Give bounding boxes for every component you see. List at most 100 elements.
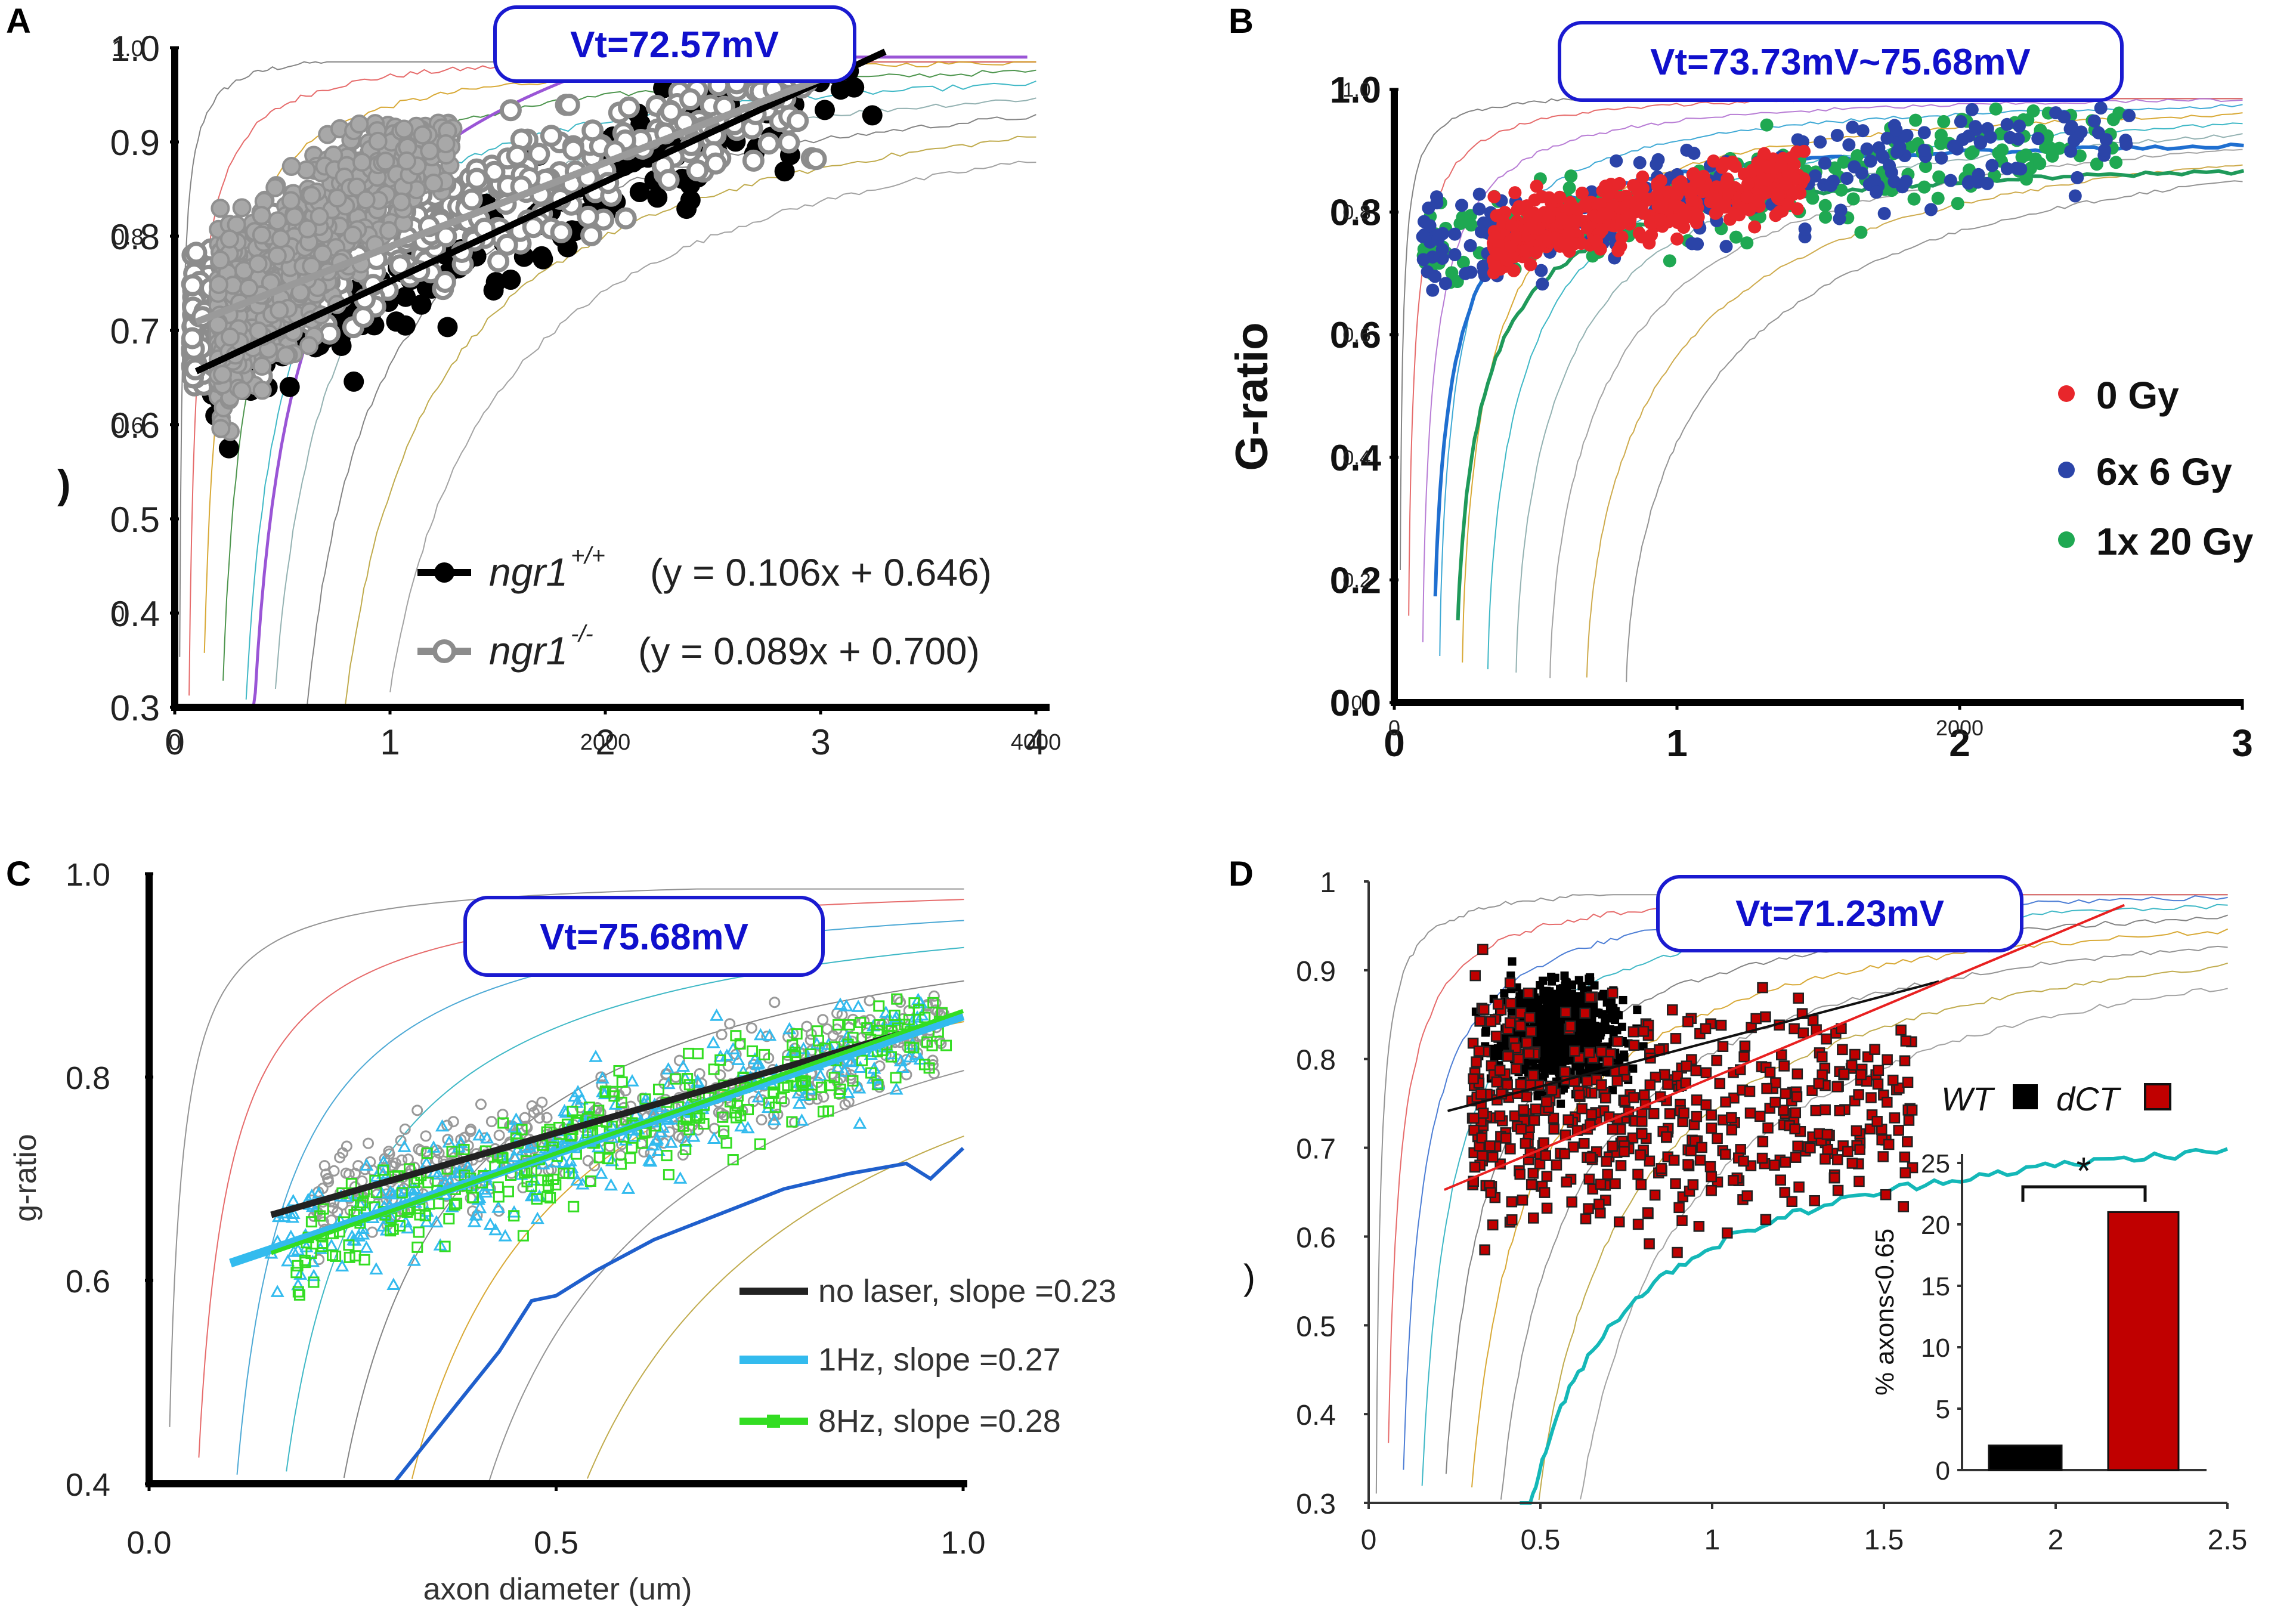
- panel-a-point-ngr1-minus-dense: [211, 419, 231, 438]
- panel-b-point-6x6gy: [1840, 172, 1854, 185]
- panel-b-point-1x20gy: [2033, 157, 2047, 171]
- panel-d-point-dct: [1681, 1060, 1692, 1072]
- panel-b-point-6x6gy: [1431, 233, 1445, 246]
- panel-b-point-1x20gy: [1907, 192, 1921, 206]
- panel-d-point-dct: [1469, 970, 1481, 982]
- panel-a-point-ngr1-plus: [218, 438, 239, 459]
- panel-d-point-dct: [1779, 1187, 1790, 1198]
- panel-a-point-ngr1-minus-dense: [211, 250, 230, 270]
- panel-b-point-0gy: [1535, 190, 1549, 203]
- panel-d-point-wt: [1588, 1026, 1597, 1035]
- panel-d-point-dct: [1662, 1079, 1673, 1090]
- panel-d-point-wt: [1598, 1010, 1607, 1019]
- panel-a-point-ngr1-minus: [496, 233, 518, 256]
- legend-ngr1-plus-name: ngr1: [489, 550, 568, 594]
- panel-b-point-1x20gy: [1562, 181, 1576, 195]
- panel-b-point-6x6gy: [1883, 159, 1896, 172]
- panel-b-point-0gy: [1641, 192, 1655, 206]
- panel-c-point-1hz: [621, 1181, 636, 1194]
- panel-d-point-dct: [1700, 1067, 1712, 1078]
- panel-d-point-wt: [1567, 980, 1576, 989]
- panel-d-guide-curve: [1375, 894, 2228, 1494]
- panel-d-point-dct: [1704, 1161, 1716, 1172]
- panel-d-point-dct: [1658, 1069, 1670, 1081]
- inset-ytick-label: 15: [1921, 1272, 1950, 1301]
- panel-d-point-dct: [1506, 1214, 1518, 1226]
- panel-d-point-dct: [1504, 977, 1516, 989]
- legend-marker-6x6gy: [2058, 462, 2075, 478]
- panel-b-point-0gy: [1654, 213, 1667, 227]
- panel-d-point-dct: [1596, 1079, 1607, 1091]
- panel-d-point-wt: [1615, 1053, 1624, 1062]
- panel-d-xtick-label: 2.5: [2208, 1524, 2248, 1556]
- panel-b-point-6x6gy: [1798, 222, 1812, 236]
- panel-d-point-dct: [1546, 1084, 1558, 1096]
- panel-c-xtick-label: 1.0: [940, 1525, 985, 1561]
- panel-c-point-8hz: [502, 1186, 514, 1198]
- panel-b-point-1x20gy: [2026, 104, 2040, 117]
- panel-d-point-dct: [1726, 1112, 1737, 1124]
- panel-b-point-6x6gy: [1426, 250, 1440, 264]
- panel-a-point-ngr1-minus: [506, 144, 528, 167]
- panel-b-guide-curve: [1626, 180, 2243, 682]
- panel-b-point-0gy: [1632, 227, 1646, 240]
- panel-b-point-0gy: [1797, 144, 1811, 158]
- panel-a-point-ngr1-minus: [580, 224, 603, 247]
- panel-b-point-6x6gy: [1827, 174, 1840, 188]
- panel-d-point-dct: [1722, 1227, 1733, 1239]
- panel-a-point-ngr1-minus-dense: [327, 188, 347, 208]
- panel-d-ytick-label: 0.6: [1296, 1222, 1336, 1254]
- panel-b-point-6x6gy: [1687, 147, 1701, 160]
- panel-d-point-dct: [1670, 1178, 1681, 1190]
- inset-ytick-label: 25: [1921, 1149, 1950, 1178]
- legend-marker-8hz: [767, 1415, 780, 1428]
- panel-b-point-0gy: [1779, 177, 1793, 190]
- panel-d-point-dct: [1788, 1023, 1800, 1035]
- panel-d-point-dct: [1487, 1219, 1499, 1231]
- panel-d-point-dct: [1528, 1212, 1539, 1224]
- panel-d-point-dct: [1797, 1027, 1809, 1039]
- panel-a: A 0.30.40.50.60.70.80.91.00 1 2 3 40 2000 4000…: [6, 2, 1061, 762]
- panel-b-secondary-ytick: 0.4: [1342, 447, 1370, 469]
- panel-d-point-dct: [1548, 1124, 1559, 1135]
- panel-b-point-6x6gy: [1974, 136, 1988, 150]
- panel-c-point-8hz: [652, 1084, 664, 1096]
- legend-wt-label: WT: [1941, 1080, 1995, 1118]
- legend-dct-label: dCT: [2056, 1080, 2122, 1118]
- panel-a-xtick-label: 3: [810, 722, 830, 762]
- panel-d-point-dct: [1678, 1107, 1689, 1119]
- panel-b-secondary-ytick: 0: [1351, 692, 1363, 714]
- panel-d-ytick-label: 1: [1320, 867, 1336, 899]
- panel-d-point-dct: [1805, 1142, 1816, 1154]
- panel-a-point-ngr1-minus: [577, 205, 599, 228]
- panel-d-point-dct: [1820, 1104, 1831, 1116]
- panel-b-point-6x6gy: [1472, 202, 1486, 216]
- panel-d-point-dct: [1820, 1153, 1831, 1165]
- panel-d-point-dct: [1668, 1155, 1680, 1166]
- panel-b-point-1x20gy: [2106, 113, 2120, 126]
- panel-c-point-1hz: [359, 1240, 374, 1253]
- panel-a-point-ngr1-minus: [657, 169, 680, 191]
- panel-d-letter: D: [1229, 855, 1254, 893]
- panel-c: C 0.40.60.81.00.0 0.5 1.0 g-ratio axon dia…: [6, 855, 1116, 1607]
- panel-d-point-dct: [1628, 1039, 1640, 1051]
- panel-d-point-dct: [1756, 1152, 1768, 1164]
- panel-d-xtick-label: 1: [1704, 1524, 1721, 1556]
- panel-c-point-8hz: [683, 1047, 695, 1059]
- panel-a-guide-curve: [389, 160, 1036, 692]
- panel-b-point-6x6gy: [1985, 159, 1999, 172]
- panel-d-point-dct: [1714, 1078, 1726, 1090]
- panel-a-point-ngr1-plus: [279, 376, 300, 397]
- panel-b-secondary-ytick: 0.8: [1342, 202, 1370, 224]
- panel-b-point-0gy: [1505, 219, 1519, 233]
- panel-d-point-dct: [1468, 1112, 1480, 1124]
- panel-d-point-dct: [1670, 1033, 1682, 1044]
- panel-d-point-dct: [1842, 1146, 1853, 1158]
- panel-c-vt-label: Vt=75.68mV: [540, 917, 748, 958]
- panel-d-point-dct: [1511, 1063, 1522, 1075]
- panel-c-ytick-label: 1.0: [66, 857, 110, 893]
- panel-a-point-ngr1-minus: [558, 94, 580, 116]
- panel-a-point-ngr1-minus-dense: [284, 207, 304, 227]
- panel-d-point-dct: [1780, 1156, 1791, 1168]
- panel-d-point-dct: [1882, 1054, 1893, 1066]
